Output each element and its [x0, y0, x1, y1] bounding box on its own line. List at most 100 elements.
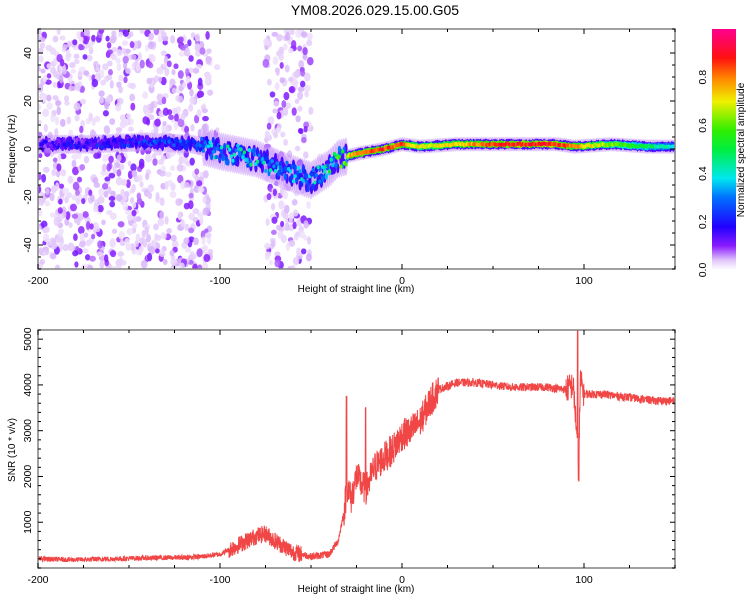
noise-blob — [303, 125, 308, 133]
signal-cell — [208, 140, 212, 145]
noise-blob — [39, 42, 45, 49]
noise-blob — [106, 60, 113, 67]
noise-blob — [301, 31, 308, 38]
noise-blob — [76, 31, 81, 40]
noise-blob — [166, 228, 172, 234]
signal-cell — [296, 165, 300, 170]
signal-cell — [244, 158, 248, 162]
noise-blob — [136, 192, 142, 201]
noise-blob — [152, 158, 158, 166]
signal-cell — [172, 143, 176, 148]
noise-blob — [288, 86, 296, 94]
noise-blob — [161, 35, 169, 42]
noise-blob — [67, 175, 74, 184]
noise-blob — [157, 67, 164, 75]
noise-blob — [183, 181, 190, 189]
signal-cell — [337, 154, 341, 159]
noise-blob — [67, 40, 72, 48]
noise-blob — [99, 96, 104, 104]
noise-blob — [297, 105, 303, 112]
noise-blob — [42, 108, 50, 117]
noise-blob — [75, 83, 81, 92]
noise-blob — [170, 254, 176, 261]
signal-cell — [236, 143, 240, 148]
noise-blob — [146, 252, 153, 262]
snr-x-label: Height of straight line (km) — [298, 584, 415, 595]
noise-blob — [202, 115, 209, 122]
signal-cell — [273, 169, 278, 173]
noise-blob — [145, 172, 150, 181]
noise-blob — [131, 222, 138, 229]
noise-blob — [129, 41, 135, 49]
noise-blob — [213, 64, 221, 71]
noise-blob — [165, 171, 172, 178]
noise-blob — [188, 227, 195, 234]
x-tick-label: 100 — [575, 574, 593, 586]
noise-blob — [171, 240, 179, 249]
noise-blob — [50, 241, 58, 250]
noise-blob — [78, 43, 84, 51]
noise-blob — [103, 190, 109, 198]
noise-blob — [52, 81, 58, 88]
signal-cell — [331, 163, 335, 168]
y-tick-label: 0 — [22, 146, 34, 152]
noise-blob — [38, 153, 43, 159]
noise-blob — [52, 95, 59, 101]
noise-blob — [300, 248, 307, 255]
signal-cell — [234, 148, 238, 153]
noise-blob — [175, 198, 183, 206]
noise-blob — [301, 136, 307, 144]
noise-blob — [271, 31, 279, 37]
noise-blob — [192, 67, 200, 74]
noise-blob — [123, 76, 128, 84]
noise-blob — [127, 160, 132, 167]
noise-blob — [180, 218, 185, 228]
noise-blob — [203, 170, 209, 179]
noise-blob — [45, 188, 50, 195]
signal-cell — [339, 164, 343, 169]
noise-blob — [289, 224, 294, 230]
noise-blob — [202, 207, 210, 216]
x-tick-label: 0 — [399, 574, 405, 586]
noise-blob — [142, 116, 150, 125]
noise-blob — [205, 56, 213, 62]
signal-cell — [288, 169, 292, 174]
noise-blob — [83, 155, 90, 164]
noise-blob — [187, 81, 193, 90]
signal-cell — [326, 163, 330, 168]
noise-blob — [110, 34, 117, 44]
noise-blob — [142, 91, 149, 100]
signal-cell — [311, 183, 315, 190]
noise-blob — [195, 63, 203, 70]
noise-blob — [76, 217, 81, 226]
noise-blob — [303, 220, 309, 229]
noise-blob — [147, 62, 154, 69]
noise-blob — [146, 233, 151, 243]
noise-blob — [170, 234, 177, 242]
noise-blob — [85, 239, 92, 247]
noise-blob — [128, 126, 134, 132]
noise-blob — [104, 126, 111, 135]
signal-cell — [260, 157, 264, 162]
noise-blob — [104, 101, 110, 110]
noise-blob — [202, 262, 208, 269]
noise-blob — [279, 77, 285, 84]
noise-blob — [184, 47, 191, 55]
noise-blob — [42, 75, 47, 83]
noise-blob — [54, 264, 61, 269]
noise-blob — [168, 114, 174, 121]
noise-blob — [188, 200, 194, 210]
colorbar-tick-label: 0.0 — [697, 263, 709, 278]
noise-blob — [78, 36, 84, 43]
noise-blob — [97, 204, 104, 213]
noise-blob — [197, 186, 205, 193]
noise-blob — [57, 207, 63, 214]
noise-blob — [67, 242, 75, 252]
noise-blob — [71, 159, 77, 168]
x-tick-label: 0 — [399, 275, 405, 287]
noise-blob — [55, 182, 60, 191]
noise-blob — [270, 240, 276, 248]
noise-blob — [264, 130, 270, 140]
noise-blob — [293, 209, 299, 217]
noise-blob — [39, 259, 46, 265]
